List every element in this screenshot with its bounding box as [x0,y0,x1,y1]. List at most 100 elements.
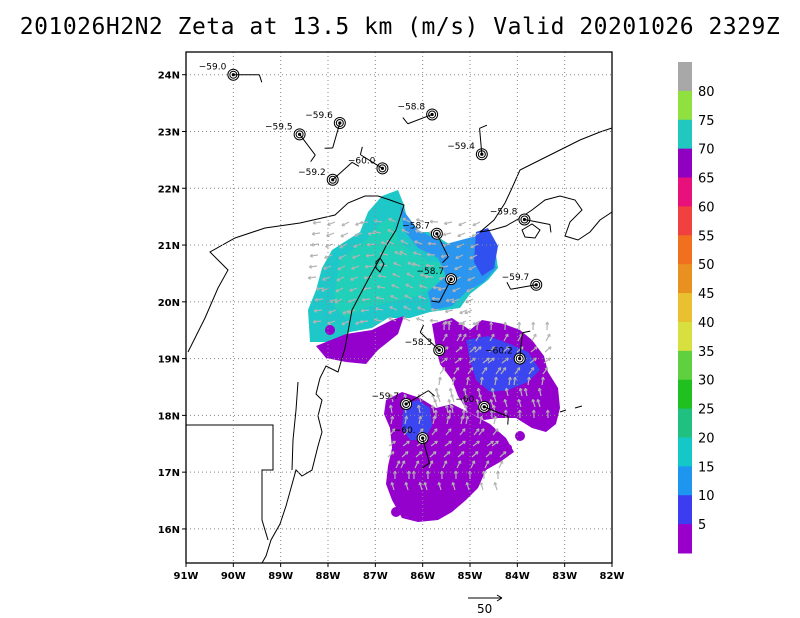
wind-vector [426,253,436,256]
wind-vector [439,367,446,375]
colorbar-label: 10 [698,489,715,504]
observation-marker: −60.2 [485,330,531,365]
wind-vector [322,276,331,281]
wind-vector-head [335,288,339,293]
wind-vector [465,416,469,425]
wind-barb-staff [419,331,440,351]
lon-tick-label: 88W [316,571,341,582]
wind-vector [543,357,551,364]
field-region-darkblue [474,228,498,276]
wind-vector-head [455,255,459,260]
wind-vector [404,416,408,425]
wind-vector [315,287,325,290]
wind-barb-staff [422,437,430,464]
wind-vector-head [443,221,448,226]
wind-vector-head [404,294,408,299]
wind-vector-head [406,470,411,474]
observation-label: −58.3 [405,338,433,348]
wind-vector [530,346,538,353]
wind-vector [389,394,394,403]
marker-ring-mid [447,275,456,284]
wind-vector-head [462,387,467,392]
wind-vector-head [432,415,437,420]
wind-vector-head [475,321,480,325]
wind-barb-flag [522,330,531,334]
observation-marker: −59.6 [305,111,346,149]
wind-vector-head [392,272,396,277]
reference-vector-label: 50 [477,602,492,616]
wind-vector-head [464,310,468,315]
wind-vector [455,346,463,353]
wind-vector-head [463,333,467,338]
colorbar-swatch [678,293,692,323]
wind-vector-head [458,222,462,227]
wind-vector [429,220,439,223]
wind-vector-head [441,367,446,371]
plot-border [185,51,613,564]
wind-vector [404,294,413,300]
wind-vector [456,460,462,469]
wind-vector-head [437,376,442,381]
wind-vector-head [503,321,508,325]
wind-vector-head [322,277,326,281]
wind-vector [484,460,490,469]
wind-vector [414,460,420,469]
wind-vector [462,399,466,408]
wind-barb-staff [405,390,429,405]
wind-vector-head [461,409,466,413]
wind-vector-head [466,288,470,293]
wind-vector-head [347,310,351,314]
wind-vector [479,416,483,425]
wind-vector [431,297,441,300]
wind-vector [376,296,385,300]
wind-vector-head [399,250,403,255]
wind-vector [545,333,551,342]
wind-vector-head [312,220,317,225]
wind-vector [480,377,483,386]
wind-vector [472,221,481,227]
wind-vector [417,394,422,403]
wind-vector-head [437,287,442,292]
wind-vector [349,287,358,292]
wind-vector [412,262,421,267]
wind-vector-head [471,233,475,238]
wind-vector-head [536,398,541,403]
observation-label: −59.0 [199,63,227,73]
wind-vector-head [465,376,470,381]
wind-vector [361,298,371,301]
wind-vector [334,298,343,304]
field-speckle [504,444,512,452]
wind-vector [442,460,448,469]
wind-vector-head [355,321,359,325]
wind-vector-head [402,217,406,222]
wind-vector-head [517,409,522,413]
field-speckle [515,431,525,441]
wind-vector-head [493,481,498,486]
wind-vector-head [420,273,424,277]
observation-marker: −60.0 [348,146,389,175]
wind-vector-head [460,451,465,455]
wind-vector-head [341,222,345,227]
wind-vector-head [430,307,434,312]
wind-vector [516,346,524,353]
wind-vector [452,482,456,491]
wind-vector-head [492,394,497,398]
wind-vector [403,305,412,311]
wind-vector [452,287,461,292]
colorbar-swatch [678,495,692,525]
wind-vector-head [311,231,316,236]
wind-vector-head [438,276,443,281]
wind-vector-head [351,266,355,270]
wind-vector [388,317,397,322]
wind-vector [359,221,369,224]
wind-vector-head [412,262,416,266]
wind-vector-head [547,333,551,338]
colorbar-label: 35 [698,345,715,360]
observation-marker: −60. [455,395,509,425]
wind-vector [491,440,499,447]
wind-vector-head [360,308,364,313]
observation-marker: −59.8 [490,207,552,233]
wind-vector [494,377,497,386]
observation-label: −60.0 [348,156,376,166]
wind-vector [403,428,410,436]
